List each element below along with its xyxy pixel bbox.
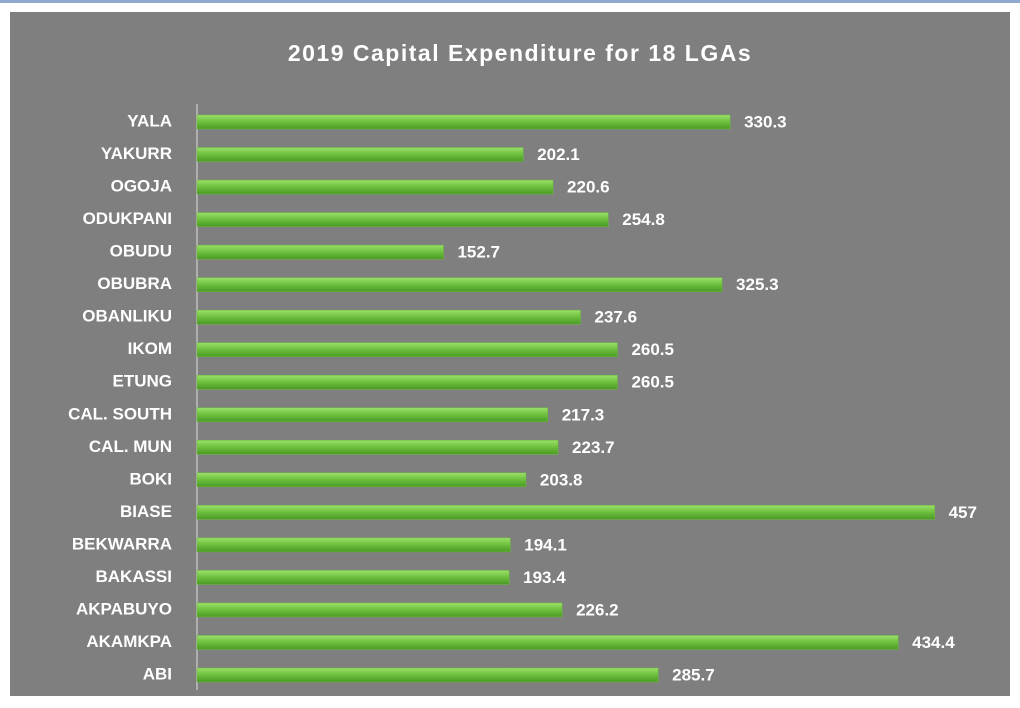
bar [196, 570, 510, 585]
category-label: BOKI [130, 469, 173, 488]
value-label: 193.4 [523, 568, 566, 587]
category-label: AKPABUYO [76, 599, 172, 618]
category-label: BAKASSI [95, 567, 172, 586]
bar [196, 309, 581, 325]
bar [196, 440, 559, 455]
value-label: 260.5 [631, 340, 674, 359]
bar [196, 147, 524, 162]
value-label: 220.6 [567, 178, 610, 197]
bar [196, 179, 554, 195]
value-label: 223.7 [572, 438, 615, 457]
category-label: BEKWARRA [72, 534, 172, 553]
value-label: 325.3 [736, 275, 779, 294]
top-border [0, 0, 1020, 3]
bar [196, 342, 618, 357]
value-label: 237.6 [594, 308, 637, 327]
bar [196, 635, 899, 650]
value-label: 203.8 [540, 470, 583, 489]
bar [196, 212, 609, 227]
category-label: BIASE [120, 502, 172, 521]
chart-title: 2019 Capital Expenditure for 18 LGAs [288, 40, 752, 66]
category-label: YAKURR [101, 144, 172, 163]
value-label: 194.1 [524, 535, 567, 554]
category-label: OBANLIKU [82, 307, 172, 326]
value-label: 330.3 [744, 112, 787, 131]
bar [196, 472, 527, 488]
bar [196, 602, 563, 618]
category-label: ETUNG [113, 372, 173, 391]
category-label: AKAMKPA [86, 632, 172, 651]
category-label: YALA [127, 111, 172, 130]
category-label: CAL. SOUTH [68, 404, 172, 423]
category-label: OGOJA [111, 177, 172, 196]
category-label: ABI [143, 664, 172, 683]
bar [196, 505, 935, 520]
value-label: 434.4 [912, 633, 955, 652]
bar [196, 374, 618, 390]
category-label: IKOM [128, 339, 172, 358]
value-label: 285.7 [672, 665, 715, 684]
value-label: 457 [949, 503, 977, 522]
bar [196, 667, 659, 683]
bar [196, 277, 723, 292]
category-label: OBUBRA [97, 274, 172, 293]
value-label: 260.5 [631, 373, 674, 392]
value-label: 202.1 [537, 145, 580, 164]
bar [196, 407, 548, 423]
value-label: 217.3 [562, 405, 605, 424]
bar [196, 114, 731, 130]
category-label: OBUDU [110, 242, 172, 261]
category-label: CAL. MUN [89, 437, 172, 456]
category-label: ODUKPANI [83, 209, 172, 228]
value-label: 254.8 [622, 210, 665, 229]
bar [196, 537, 511, 553]
bar [196, 244, 444, 260]
value-label: 226.2 [576, 600, 619, 619]
value-label: 152.7 [457, 243, 500, 262]
